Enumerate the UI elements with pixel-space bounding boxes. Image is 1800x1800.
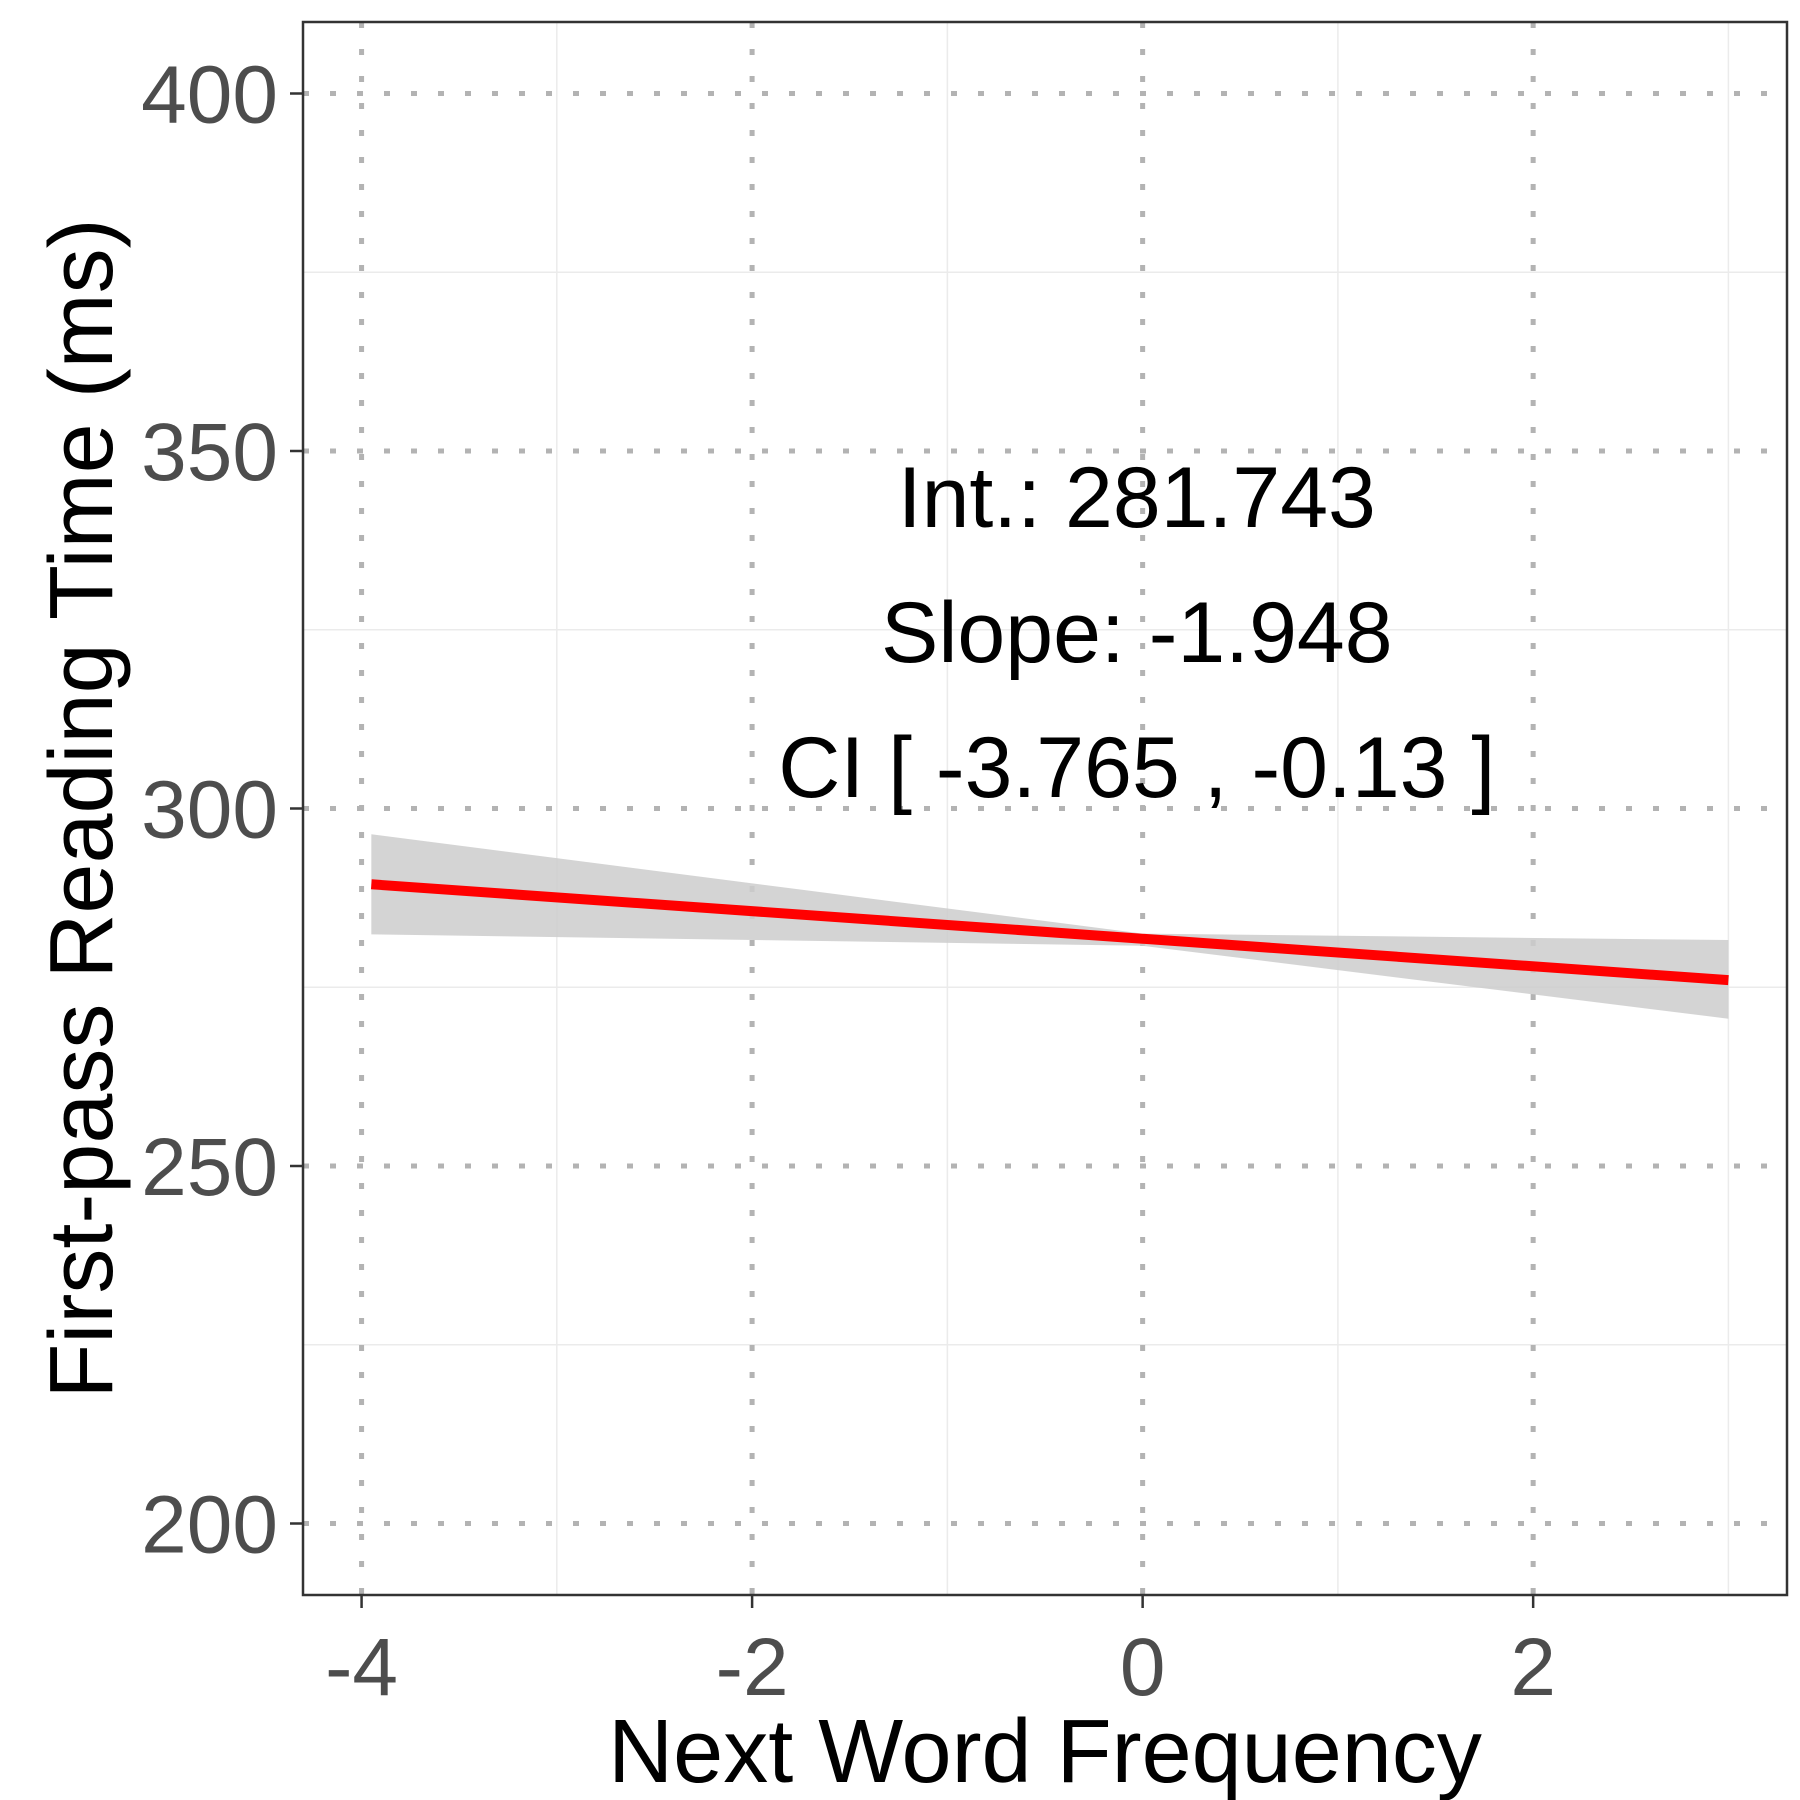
y-tick-label-3: 350 xyxy=(141,407,278,498)
x-axis-title: Next Word Frequency xyxy=(608,1702,1482,1800)
confidence-band-layer xyxy=(371,834,1729,1019)
axis-ticks xyxy=(290,92,1535,1608)
regression-line-0 xyxy=(370,879,1729,986)
annotation-line-2: CI [ -3.765 , -0.13 ] xyxy=(778,720,1495,816)
x-tick-label-0: -4 xyxy=(325,1622,398,1713)
y-tick-label-0: 200 xyxy=(141,1480,278,1571)
regression-line-layer xyxy=(370,879,1729,986)
x-tick-labels: -4 -2 0 2 xyxy=(325,1622,1556,1713)
y-axis-title: First-pass Reading Time (ms) xyxy=(32,218,132,1398)
y-tick-label-2: 300 xyxy=(141,765,278,856)
annotation-layer: Int.: 281.743 Slope: -1.948 CI [ -3.765 , … xyxy=(778,450,1495,816)
y-tick-label-4: 400 xyxy=(141,50,278,141)
x-tick-label-2: 0 xyxy=(1120,1622,1166,1713)
y-tick-labels: 200 250 300 350 400 xyxy=(141,50,278,1571)
minor-grid xyxy=(303,22,1787,1595)
confidence-band xyxy=(371,834,1729,1019)
major-grid xyxy=(303,22,1787,1595)
annotation-line-0: Int.: 281.743 xyxy=(898,450,1376,546)
x-tick-label-1: -2 xyxy=(716,1622,789,1713)
annotation-line-1: Slope: -1.948 xyxy=(881,585,1393,681)
x-tick-label-3: 2 xyxy=(1510,1622,1556,1713)
y-tick-label-1: 250 xyxy=(141,1122,278,1213)
